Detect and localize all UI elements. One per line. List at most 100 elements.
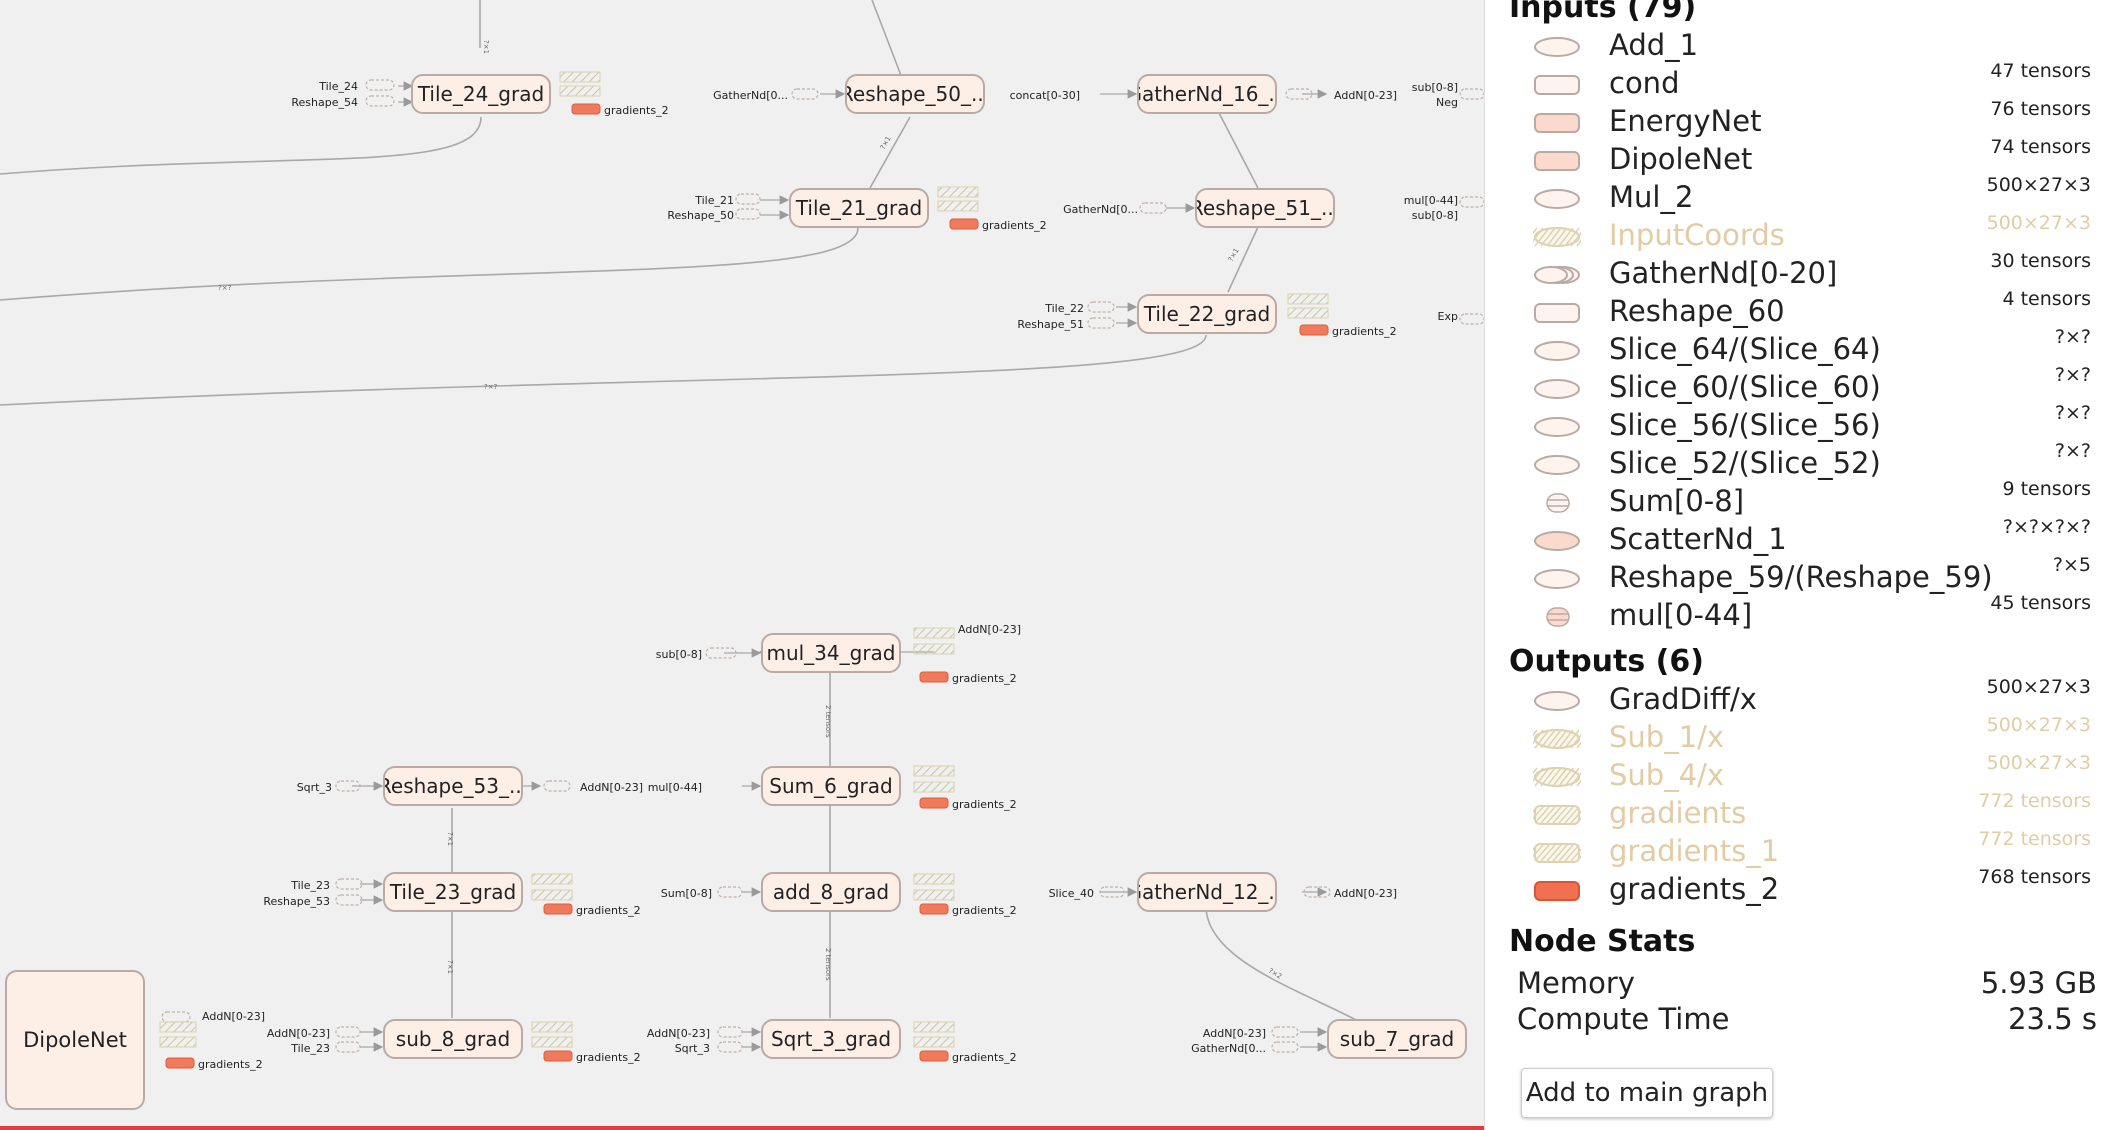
tensor-row[interactable]: gradients_2 768 tensors (1485, 866, 2110, 910)
node-sqrt-3-grad[interactable]: Sqrt_3_grad (761, 1019, 901, 1059)
node-tile-21-grad[interactable]: Tile_21_grad (789, 188, 929, 228)
tensor-row[interactable]: GradDiff/x 500×27×3 (1485, 676, 2110, 720)
node-gathernd-16[interactable]: GatherNd_16_... (1137, 74, 1277, 114)
tensor-row[interactable]: InputCoords 500×27×3 (1485, 212, 2110, 256)
memory-value: 5.93 GB (1980, 966, 2097, 1000)
svg-text:2 tensors: 2 tensors (824, 948, 832, 981)
tensor-name: mul[0-44] (1609, 598, 1753, 632)
edge-label: gradients_2 (952, 1051, 1017, 1064)
node-tile-24-grad[interactable]: Tile_24_grad (411, 74, 551, 114)
tensor-name: Mul_2 (1609, 180, 1694, 214)
node-gathernd-12[interactable]: GatherNd_12_... (1137, 872, 1277, 912)
edge-label: gradients_2 (952, 904, 1017, 917)
node-sub-7-grad[interactable]: sub_7_grad (1327, 1019, 1467, 1059)
graph-edges: ?×1 ?×1 ?×1 ?×? ?×? 2 tensors 2 tensors … (0, 0, 1484, 1069)
tensor-name: Reshape_59/(Reshape_59) (1609, 560, 1993, 594)
ellipse-filled-icon (1533, 530, 1581, 552)
edge-label: sub[0-8] (655, 648, 702, 661)
tensor-size: 45 tensors (1990, 592, 2091, 614)
tensor-name: gradients (1609, 796, 1747, 830)
svg-text:?×?: ?×? (484, 383, 498, 391)
node-reshape-51[interactable]: Reshape_51_... (1195, 188, 1335, 228)
node-sub-8-grad[interactable]: sub_8_grad (383, 1019, 523, 1059)
tensor-size: 74 tensors (1990, 136, 2091, 158)
tensor-row[interactable]: Sum[0-8] 9 tensors (1485, 478, 2110, 522)
tensor-name: gradients_1 (1609, 834, 1780, 868)
compute-label: Compute Time (1517, 1002, 1730, 1036)
svg-text:?×1: ?×1 (482, 40, 490, 54)
tensor-row[interactable]: mul[0-44] 45 tensors (1485, 592, 2110, 636)
edge-label: sub[0-8] (1411, 81, 1458, 94)
tensor-row[interactable]: ScatterNd_1 ?×?×?×? (1485, 516, 2110, 560)
tensor-row[interactable]: Mul_2 500×27×3 (1485, 174, 2110, 218)
tensor-row[interactable]: Sub_4/x 500×27×3 (1485, 752, 2110, 796)
ellipse-icon (1533, 36, 1581, 58)
edge-label: gradients_2 (576, 1051, 641, 1064)
node-add-8-grad[interactable]: add_8_grad (761, 872, 901, 912)
edge-label: mul[0-44] (1403, 194, 1458, 207)
ellipse-icon (1533, 188, 1581, 210)
tensor-name: GradDiff/x (1609, 682, 1757, 716)
hatched-rect-icon (1522, 804, 1604, 826)
node-reshape-50[interactable]: Reshape_50_... (845, 74, 985, 114)
tensor-size: ?×? (2054, 326, 2091, 348)
node-tile-22-grad[interactable]: Tile_22_grad (1137, 294, 1277, 334)
tensor-row[interactable]: GatherNd[0-20] 30 tensors (1485, 250, 2110, 294)
tensor-row[interactable]: Slice_64/(Slice_64) ?×? (1485, 326, 2110, 370)
node-dipolenet[interactable]: DipoleNet (5, 970, 145, 1110)
tensor-row[interactable]: cond 47 tensors (1485, 60, 2110, 104)
edge-label: Tile_22 (1045, 302, 1084, 315)
edge-label: gradients_2 (982, 219, 1047, 232)
node-reshape-53[interactable]: Reshape_53_... (383, 766, 523, 806)
memory-stat: Memory 5.93 GB (1517, 966, 2097, 1000)
tensor-size: ?×? (2054, 402, 2091, 424)
edge-label: AddN[0-23] (266, 1027, 330, 1040)
edge-label: Reshape_53 (263, 895, 330, 908)
edge-label: sub[0-8] (1411, 209, 1458, 222)
tensor-row[interactable]: gradients 772 tensors (1485, 790, 2110, 834)
rounded-rect-icon (1533, 74, 1581, 96)
stack-icon (1533, 492, 1581, 514)
node-sum-6-grad[interactable]: Sum_6_grad (761, 766, 901, 806)
tensor-row[interactable]: Slice_60/(Slice_60) ?×? (1485, 364, 2110, 408)
svg-text:?×2: ?×2 (1267, 967, 1283, 981)
node-info-panel: Inputs (79) Add_1 cond 47 tensors EnergyNet… (1484, 0, 2110, 1130)
tensor-row[interactable]: Sub_1/x 500×27×3 (1485, 714, 2110, 758)
tensor-name: InputCoords (1609, 218, 1785, 252)
ellipse-icon (1533, 416, 1581, 438)
hatched-rect-icon (1522, 842, 1604, 864)
tensor-size: 47 tensors (1990, 60, 2091, 82)
ellipse-icon (1533, 378, 1581, 400)
rounded-rect-filled-icon (1533, 112, 1581, 134)
node-tile-23-grad[interactable]: Tile_23_grad (383, 872, 523, 912)
graph-canvas[interactable]: ?×1 ?×1 ?×1 ?×? ?×? 2 tensors 2 tensors … (0, 0, 1484, 1130)
tensor-row[interactable]: Reshape_59/(Reshape_59) ?×5 (1485, 554, 2110, 598)
edge-label: gradients_2 (952, 798, 1017, 811)
ellipse-icon (1533, 690, 1581, 712)
tensor-row[interactable]: Slice_56/(Slice_56) ?×? (1485, 402, 2110, 446)
tensor-row[interactable]: EnergyNet 76 tensors (1485, 98, 2110, 142)
tensor-row[interactable]: Slice_52/(Slice_52) ?×? (1485, 440, 2110, 484)
svg-text:?×1: ?×1 (879, 135, 893, 151)
stacked-ellipse-icon (1533, 264, 1581, 286)
tensor-row[interactable]: Add_1 (1485, 28, 2110, 66)
node-stats-title: Node Stats (1509, 924, 1696, 959)
edge-label: AddN[0-23] (958, 623, 1022, 636)
tensor-size: ?×?×?×? (2002, 516, 2091, 538)
edge-label: AddN[0-23] (646, 1027, 710, 1040)
tensor-size: 500×27×3 (1986, 212, 2091, 234)
tensor-row[interactable]: Reshape_60 4 tensors (1485, 288, 2110, 332)
ellipse-icon (1533, 454, 1581, 476)
node-mul-34-grad[interactable]: mul_34_grad (761, 633, 901, 673)
tensor-name: Slice_52/(Slice_52) (1609, 446, 1881, 480)
tensor-name: EnergyNet (1609, 104, 1762, 138)
red-rect-icon (1533, 880, 1581, 902)
edge-label: Neg (1436, 96, 1458, 109)
edge-label: Sqrt_3 (296, 781, 332, 794)
tensor-row[interactable]: gradients_1 772 tensors (1485, 828, 2110, 872)
tensor-name: Add_1 (1609, 28, 1699, 62)
edge-label: Tile_23 (291, 879, 330, 892)
tensor-row[interactable]: DipoleNet 74 tensors (1485, 136, 2110, 180)
hatched-ellipse-icon (1522, 728, 1604, 750)
add-to-main-graph-button[interactable]: Add to main graph (1521, 1068, 1773, 1118)
